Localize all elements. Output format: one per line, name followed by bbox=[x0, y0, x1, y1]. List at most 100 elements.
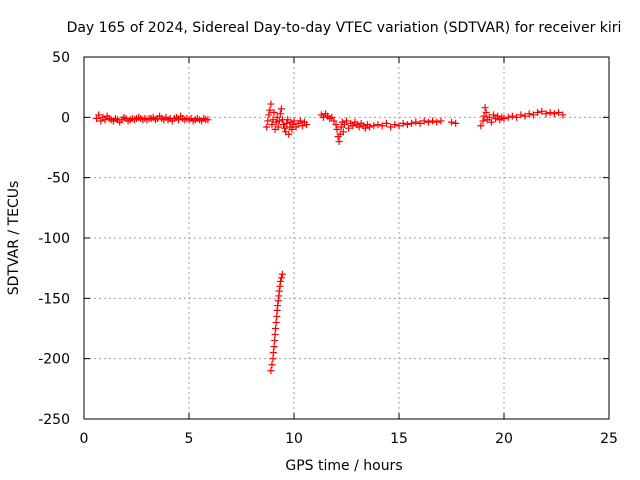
data-point bbox=[277, 277, 285, 285]
data-point bbox=[546, 109, 554, 117]
data-point bbox=[274, 302, 282, 310]
x-tick-label: 15 bbox=[390, 431, 408, 447]
data-point bbox=[361, 124, 369, 132]
data-point bbox=[542, 110, 550, 118]
axis-ticks bbox=[83, 56, 610, 420]
data-point bbox=[264, 117, 272, 125]
data-point bbox=[487, 118, 495, 126]
data-point bbox=[429, 117, 437, 125]
data-point bbox=[267, 100, 275, 108]
data-point bbox=[521, 112, 529, 120]
data-point bbox=[265, 111, 273, 119]
data-point bbox=[555, 109, 563, 117]
data-point bbox=[366, 123, 374, 131]
y-tick-label: -100 bbox=[38, 231, 70, 247]
data-point bbox=[504, 113, 512, 121]
data-point bbox=[277, 105, 285, 113]
data-point bbox=[298, 122, 306, 130]
data-point bbox=[529, 111, 537, 119]
data-point bbox=[278, 270, 286, 278]
data-point bbox=[538, 107, 546, 115]
data-point bbox=[275, 287, 283, 295]
data-point bbox=[534, 109, 542, 117]
data-point bbox=[268, 121, 276, 129]
y-tick-label: -50 bbox=[47, 171, 70, 187]
data-point bbox=[345, 124, 353, 132]
data-point bbox=[485, 113, 493, 121]
x-tick-label: 10 bbox=[285, 431, 303, 447]
x-tick-label: 0 bbox=[80, 431, 89, 447]
data-point bbox=[272, 325, 280, 332]
chart-title: Day 165 of 2024, Sidereal Day-to-day VTE… bbox=[67, 20, 622, 36]
data-point bbox=[403, 121, 411, 129]
data-point bbox=[319, 113, 327, 121]
data-point bbox=[412, 118, 420, 126]
data-point bbox=[274, 123, 282, 131]
data-point bbox=[281, 124, 289, 132]
data-point bbox=[399, 119, 407, 127]
data-point bbox=[480, 112, 488, 120]
data-point bbox=[276, 282, 284, 290]
x-tick-label: 5 bbox=[185, 431, 194, 447]
y-tick-label: -200 bbox=[38, 352, 70, 368]
x-axis-label: GPS time / hours bbox=[285, 458, 402, 474]
data-point bbox=[559, 111, 567, 119]
data-point bbox=[490, 111, 497, 119]
x-tick-label: 20 bbox=[495, 431, 513, 447]
data-point bbox=[437, 117, 445, 125]
data-point bbox=[550, 110, 558, 118]
data-point bbox=[378, 122, 386, 130]
data-point bbox=[500, 115, 508, 123]
data-point bbox=[424, 118, 432, 126]
data-point bbox=[479, 117, 487, 125]
data-points bbox=[93, 100, 567, 375]
data-point bbox=[175, 116, 182, 124]
data-point bbox=[280, 121, 287, 129]
data-point bbox=[332, 121, 340, 129]
data-point bbox=[448, 118, 455, 126]
data-point bbox=[508, 112, 516, 120]
y-tick-label: 50 bbox=[52, 50, 70, 66]
data-point bbox=[355, 123, 363, 131]
data-point bbox=[270, 343, 278, 351]
data-point bbox=[277, 274, 285, 282]
data-point bbox=[263, 123, 271, 131]
data-point bbox=[330, 117, 338, 125]
data-point bbox=[101, 116, 109, 124]
data-point bbox=[204, 116, 212, 124]
data-point bbox=[494, 112, 502, 120]
grid-lines bbox=[84, 57, 609, 419]
data-point bbox=[296, 117, 304, 125]
data-point bbox=[416, 119, 424, 127]
data-point bbox=[93, 115, 101, 123]
x-tick-label: 25 bbox=[600, 431, 618, 447]
data-point bbox=[288, 125, 296, 133]
data-point bbox=[269, 349, 277, 357]
data-point bbox=[349, 122, 357, 130]
data-point bbox=[275, 117, 283, 125]
data-point bbox=[433, 118, 441, 126]
data-point bbox=[266, 106, 274, 114]
data-point bbox=[285, 130, 293, 138]
data-point bbox=[339, 128, 347, 136]
data-point bbox=[340, 121, 348, 129]
data-point bbox=[370, 122, 378, 130]
data-point bbox=[525, 110, 533, 118]
y-tick-label: 0 bbox=[61, 110, 70, 126]
data-point bbox=[274, 297, 282, 305]
data-point bbox=[343, 117, 350, 125]
data-point bbox=[477, 122, 485, 130]
data-point bbox=[292, 123, 300, 131]
data-point bbox=[268, 361, 276, 369]
data-point bbox=[267, 367, 275, 375]
data-point bbox=[513, 113, 521, 121]
data-point bbox=[269, 355, 277, 363]
data-point bbox=[517, 111, 525, 119]
data-point bbox=[452, 119, 460, 127]
data-point bbox=[391, 121, 399, 129]
data-point bbox=[420, 117, 428, 125]
data-point bbox=[272, 118, 280, 126]
data-point bbox=[328, 113, 336, 121]
data-point bbox=[481, 104, 489, 112]
